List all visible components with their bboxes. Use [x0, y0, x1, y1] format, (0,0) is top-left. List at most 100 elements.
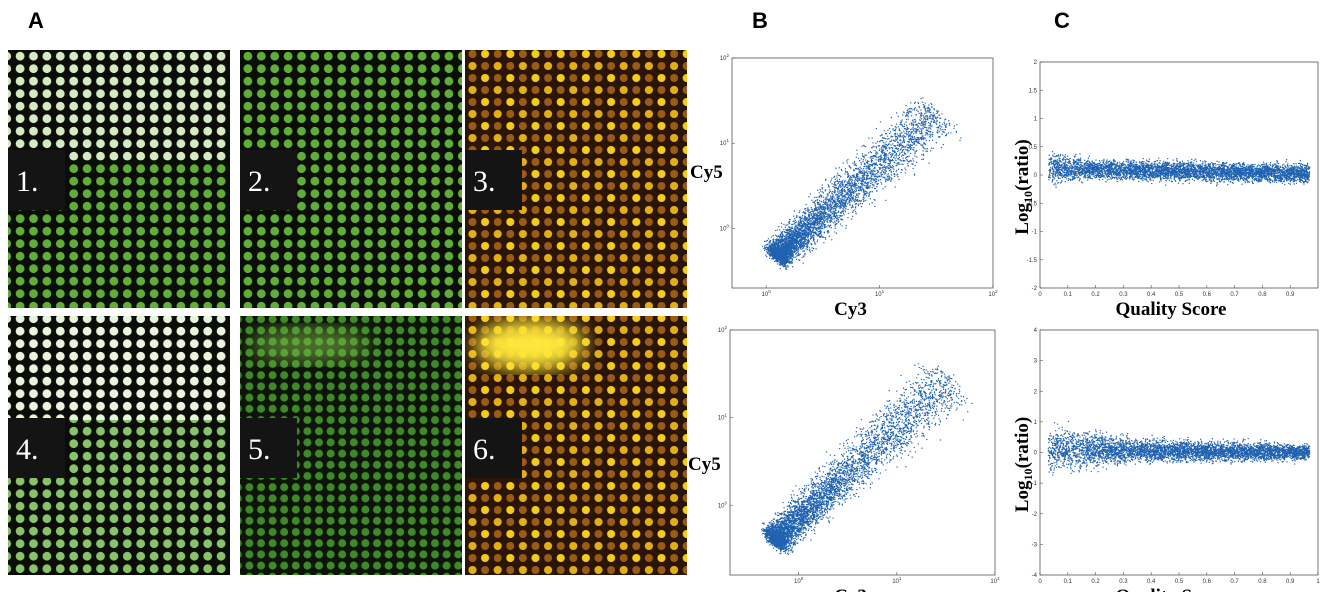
tick-label-exponent: 0 [801, 576, 804, 581]
tick-label-exponent: 1 [726, 138, 729, 143]
tick-label: 0.8 [1258, 579, 1267, 585]
tick-label: 102 [718, 325, 728, 334]
tick-label-base: 10 [988, 292, 995, 298]
tick-label: 0.7 [1230, 579, 1239, 585]
tick-label: 0 [1034, 173, 1038, 179]
y-axis-label-sub: 10 [1021, 469, 1035, 481]
tick-label: 1.5 [1029, 88, 1038, 94]
y-axis-label: Log10(ratio) [1012, 417, 1035, 512]
tick-label: 101 [720, 138, 730, 147]
image-tag-box [465, 150, 522, 210]
tick-label: 102 [988, 289, 998, 298]
tick-label: 0.3 [1119, 579, 1128, 585]
tick-label: 102 [720, 53, 730, 62]
y-axis-label: Log10(ratio) [1012, 139, 1035, 234]
scatter-cloud [762, 97, 962, 270]
tick-label-exponent: 2 [995, 289, 998, 294]
y-axis-label-text: Log [1012, 203, 1033, 235]
tick-label: 102 [990, 576, 1000, 585]
image-tag-box [240, 150, 297, 210]
tick-label: 0 [1038, 579, 1042, 585]
image-tag: 1. [16, 165, 39, 198]
image-tag-box [240, 418, 297, 478]
tick-label: 0.3 [1119, 292, 1128, 298]
tick-label: 0.8 [1258, 292, 1267, 298]
tick-label: -1 [1032, 230, 1038, 236]
tick-label: 100 [794, 576, 804, 585]
tick-label: 1 [1034, 117, 1038, 123]
y-axis-label-rest: (ratio) [1012, 139, 1033, 191]
y-axis-label-rest: (ratio) [1012, 417, 1033, 469]
scatter-cloud [1047, 420, 1311, 476]
tick-label-base: 10 [794, 579, 801, 585]
tick-label-base: 10 [990, 579, 997, 585]
tick-label: 101 [718, 413, 728, 422]
tick-label: -0.5 [1027, 201, 1038, 207]
tick-label: 101 [892, 576, 902, 585]
tick-label-base: 10 [892, 579, 899, 585]
image-tag-box [8, 150, 65, 210]
tick-label: 0.6 [1203, 579, 1212, 585]
y-axis-label: Cy5 [690, 162, 723, 183]
image-tag: 2. [248, 165, 271, 198]
tick-label: -1 [1032, 481, 1038, 487]
tick-label: 2 [1034, 389, 1038, 395]
tick-label-base: 10 [718, 503, 725, 509]
tick-label: 0 [1038, 292, 1042, 298]
scatter-cloud [1047, 151, 1311, 189]
image-tag: 5. [248, 433, 271, 466]
tick-label: 101 [875, 289, 885, 298]
x-axis-label: Cy3 [834, 299, 867, 320]
tick-label-exponent: 1 [882, 289, 885, 294]
tick-label: -3 [1032, 542, 1038, 548]
tick-label-base: 10 [720, 141, 727, 147]
tick-label-exponent: 0 [724, 500, 727, 505]
tick-label: 4 [1034, 328, 1038, 334]
y-axis-label-text: Log [1012, 480, 1033, 512]
tick-label: 1 [1034, 420, 1038, 426]
array-image-bright [8, 50, 230, 160]
tick-label: 2 [1034, 60, 1038, 66]
tick-label-base: 10 [720, 226, 727, 232]
tick-label-base: 10 [762, 292, 769, 298]
tick-label: 0.2 [1091, 579, 1100, 585]
tick-label-base: 10 [875, 292, 882, 298]
tick-label: 0.5 [1029, 145, 1038, 151]
array-smear [250, 327, 370, 363]
tick-label: 0.7 [1230, 292, 1239, 298]
panel-letter: A [28, 8, 44, 33]
image-tag: 6. [473, 433, 496, 466]
tick-label: -2 [1032, 512, 1038, 518]
tick-label-exponent: 2 [726, 53, 729, 58]
tick-label-exponent: 0 [768, 289, 771, 294]
tick-label-base: 10 [720, 56, 727, 62]
tick-label-base: 10 [718, 416, 725, 422]
tick-label: 0.4 [1147, 579, 1156, 585]
tick-label-exponent: 0 [726, 223, 729, 228]
tick-label: 3 [1034, 359, 1038, 365]
x-axis-label: Quality Score [1115, 586, 1226, 592]
tick-label: 100 [718, 500, 728, 509]
tick-label: 0.6 [1203, 292, 1212, 298]
x-axis-label: Cy3 [834, 586, 867, 592]
tick-label: 0.5 [1175, 579, 1184, 585]
image-tag: 4. [16, 433, 39, 466]
tick-label: -4 [1032, 573, 1038, 579]
tick-label: -2 [1032, 286, 1038, 292]
tick-label: 0.9 [1286, 292, 1295, 298]
image-tag: 3. [473, 165, 496, 198]
image-tag-box [465, 418, 522, 478]
panel-letter: C [1054, 8, 1070, 33]
tick-label-exponent: 2 [724, 325, 727, 330]
tick-label-exponent: 1 [724, 413, 727, 418]
tick-label: 0.1 [1064, 579, 1073, 585]
y-axis-label-sub: 10 [1021, 191, 1035, 203]
tick-label: 0 [1034, 451, 1038, 457]
tick-label: 0.4 [1147, 292, 1156, 298]
tick-label: -1.5 [1027, 258, 1038, 264]
tick-label: 0.2 [1091, 292, 1100, 298]
tick-label: 100 [762, 289, 772, 298]
tick-label: 0.1 [1064, 292, 1073, 298]
